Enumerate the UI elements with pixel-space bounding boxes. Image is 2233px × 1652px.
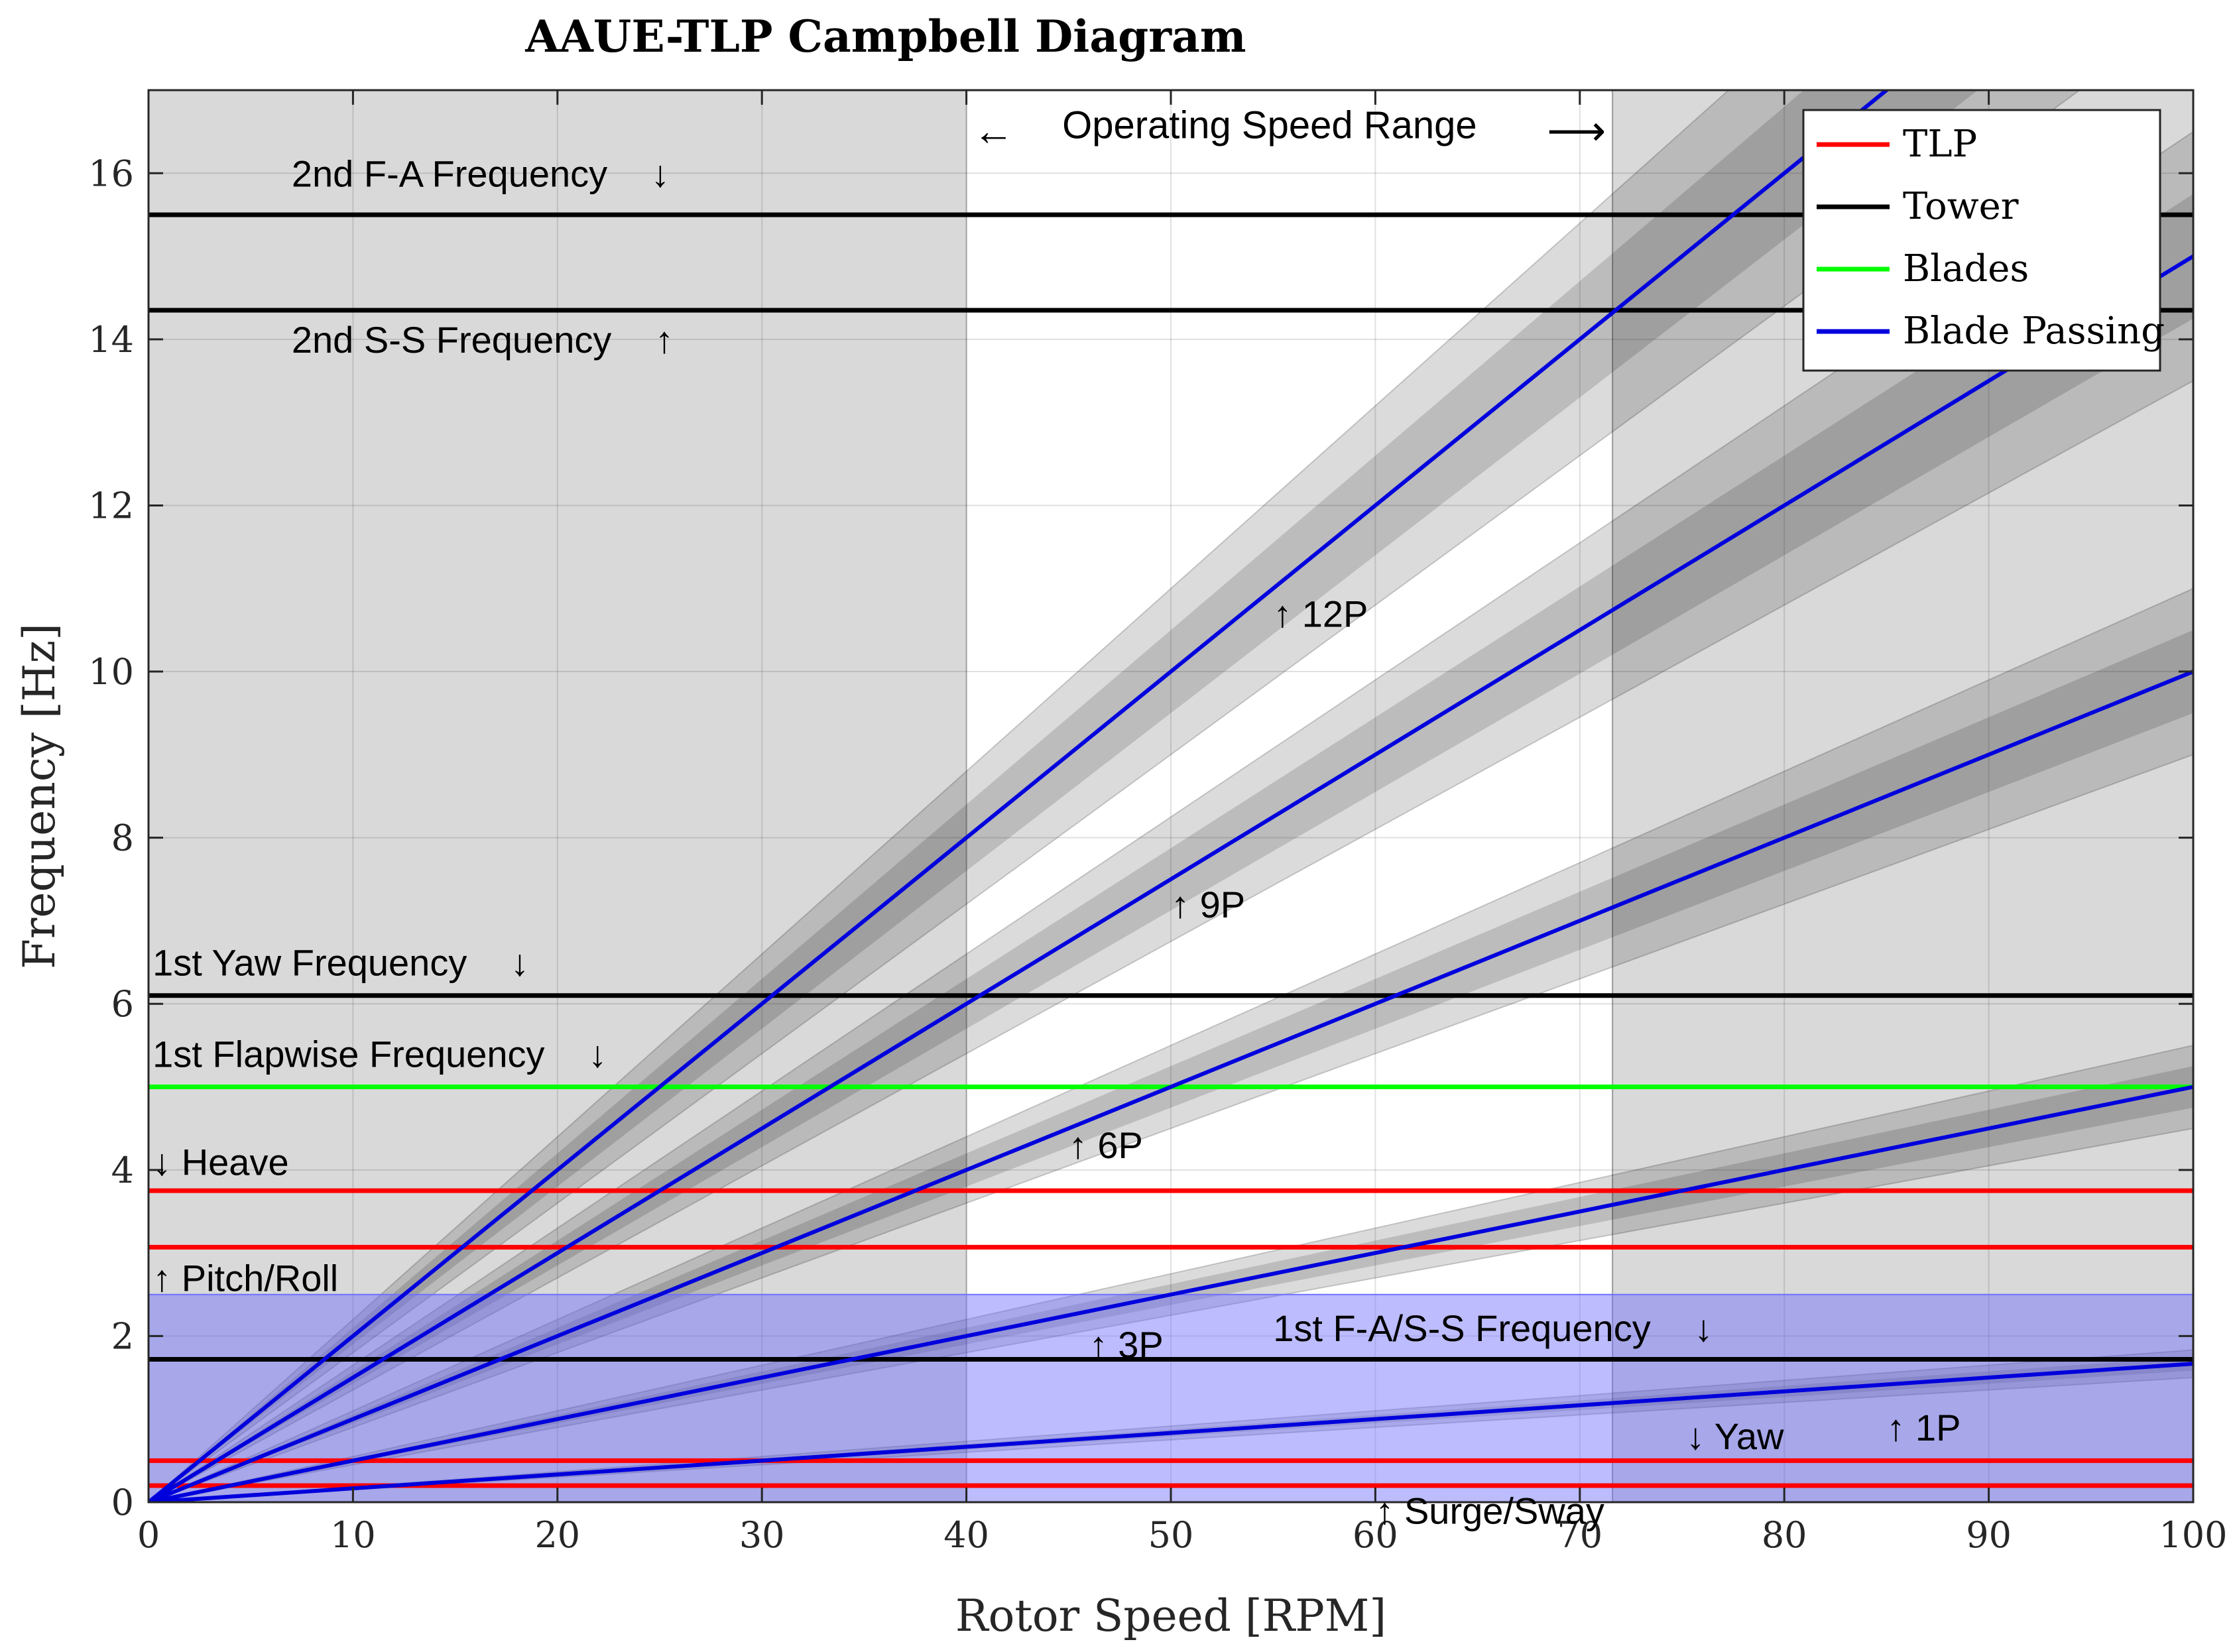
ticks: 0 10 20 30 40 50 60 70 80 90 100 0 2 4 6 8 10 12 14 16 (88, 90, 2228, 1556)
tolerance-band-inner-12P (149, 90, 1978, 1502)
legend-label: TLP (1903, 123, 1977, 166)
x-tick-label: 40 (943, 1514, 989, 1556)
tolerance-band-outer-9P (149, 131, 2193, 1502)
series-arrow: ↑ (1069, 1124, 1098, 1166)
hline-label-pitch-roll: ↑ Pitch/Roll (152, 1258, 338, 1299)
hline-arrow-spacer (640, 152, 651, 194)
hline-label-text: Yaw (1715, 1415, 1784, 1457)
series-label-text: 1P (1915, 1407, 1961, 1448)
legend-label: Blade Passing (1903, 310, 2165, 353)
y-tick-label: 6 (111, 983, 134, 1025)
hline-arrow-spacer (578, 1033, 589, 1075)
hline-label-2nd-s-s-frequency: 2nd S-S Frequency ↑ (292, 319, 674, 361)
x-tick-label: 70 (1557, 1514, 1602, 1556)
x-axis-label: Rotor Speed [RPM] (955, 1590, 1386, 1641)
hline-arrow: ↑ (655, 319, 674, 361)
tolerance-band-outer-12P (149, 90, 2081, 1502)
hline-label-text: 2nd S-S Frequency (292, 319, 611, 361)
series-line-3P (149, 1085, 2193, 1502)
hline-label-text: 2nd F-A Frequency (292, 152, 607, 194)
hline-arrow: ↑ (1375, 1490, 1404, 1532)
hline-arrow-spacer (1684, 1307, 1695, 1349)
series-label-1P: ↑ 1P (1886, 1407, 1961, 1448)
tolerance-band-outer-6P (149, 587, 2193, 1502)
series-line-9P (149, 255, 2193, 1502)
hline-label-text: 1st Flapwise Frequency (152, 1033, 544, 1075)
hline-label-1st-flapwise-frequency: 1st Flapwise Frequency ↓ (152, 1033, 607, 1075)
hline-arrow: ↓ (1686, 1415, 1715, 1457)
x-tick-label: 60 (1353, 1514, 1398, 1556)
series-line-1P (149, 1362, 2193, 1502)
x-tick-label: 80 (1762, 1514, 1807, 1556)
hline-label-text: 1st Yaw Frequency (152, 942, 467, 984)
hline-arrow: ↓ (511, 942, 529, 984)
shade-below-operating-range (149, 90, 967, 1502)
series-label-text: 9P (1200, 884, 1246, 925)
hline-arrow: ↓ (651, 152, 670, 194)
hline-arrow: ↓ (152, 1141, 182, 1183)
hline-arrow: ↓ (588, 1033, 607, 1075)
hline-arrow-spacer (500, 942, 511, 984)
series-label-12P: ↑ 12P (1273, 593, 1368, 634)
y-tick-label: 10 (88, 651, 134, 693)
annotations: ← Operating Speed Range ⟶ 2nd F-A Frequency… (152, 104, 1961, 1532)
y-tick-label: 12 (88, 485, 134, 526)
legend-label: Blades (1903, 247, 2029, 290)
legend-box (1802, 109, 2161, 372)
hline-label-yaw: ↓ Yaw (1686, 1415, 1784, 1457)
operating-range-arrow-left: ← (973, 109, 1014, 154)
series-label-text: 12P (1302, 593, 1368, 634)
series-line-6P (149, 670, 2193, 1502)
hline-label-heave: ↓ Heave (152, 1141, 288, 1183)
x-tick-label: 20 (534, 1514, 580, 1556)
series-label-6P: ↑ 6P (1069, 1124, 1143, 1166)
series-arrow: ↑ (1886, 1407, 1915, 1448)
hline-label-text: Heave (182, 1141, 289, 1183)
x-tick-label: 100 (2159, 1514, 2227, 1556)
hline-label-1st-f-a-s-s-frequency: 1st F-A/S-S Frequency ↓ (1273, 1307, 1713, 1349)
hline-label-text: Surge/Sway (1404, 1490, 1604, 1532)
y-axis-label: Frequency [Hz] (14, 623, 65, 969)
tolerance-band-inner-9P (149, 194, 2193, 1502)
hline-label-2nd-f-a-frequency: 2nd F-A Frequency ↓ (292, 152, 670, 194)
y-tick-label: 16 (88, 152, 134, 194)
tolerance-band-inner-3P (149, 1066, 2193, 1502)
series-label-9P: ↑ 9P (1171, 884, 1245, 925)
x-tick-label: 30 (739, 1514, 785, 1556)
hline-arrow: ↑ (152, 1258, 182, 1299)
x-tick-label: 50 (1148, 1514, 1194, 1556)
y-tick-label: 4 (111, 1150, 134, 1191)
y-tick-label: 2 (111, 1315, 134, 1357)
series-label-text: 6P (1097, 1124, 1143, 1166)
chart-title: AAUE-TLP Campbell Diagram (524, 11, 1246, 62)
y-tick-label: 8 (111, 817, 134, 859)
tolerance-band-outer-3P (149, 1044, 2193, 1502)
hline-label-surge-sway: ↑ Surge/Sway (1375, 1490, 1604, 1532)
blade-passing-tolerance-bands (149, 90, 2193, 1502)
hline-label-text: Pitch/Roll (182, 1258, 339, 1299)
series-label-text: 3P (1118, 1324, 1164, 1366)
blue-frequency-band (149, 1293, 2193, 1502)
x-tick-label: 10 (330, 1514, 376, 1556)
x-tick-label: 0 (137, 1514, 160, 1556)
hline-arrow: ↓ (1694, 1307, 1713, 1349)
operating-range-label: Operating Speed Range (1062, 104, 1477, 147)
y-tick-label: 14 (88, 319, 134, 361)
blue-frequency-band-rect (149, 1293, 2193, 1502)
series-arrow: ↑ (1273, 593, 1302, 634)
hline-arrow-spacer (644, 319, 655, 361)
series-arrow: ↑ (1089, 1324, 1118, 1366)
legend: TLP Tower Blades Blade Passing (1802, 109, 2165, 372)
hline-label-text: 1st F-A/S-S Frequency (1273, 1307, 1651, 1349)
y-tick-label: 0 (111, 1482, 134, 1523)
legend-label: Tower (1903, 185, 2019, 228)
operating-range-arrow-right: ⟶ (1547, 109, 1606, 154)
hline-label-1st-yaw-frequency: 1st Yaw Frequency ↓ (152, 942, 529, 984)
series-arrow: ↑ (1171, 884, 1200, 925)
tolerance-band-inner-6P (149, 630, 2193, 1502)
x-tick-label: 90 (1966, 1514, 2012, 1556)
series-label-3P: ↑ 3P (1089, 1324, 1164, 1366)
grid-lines (149, 90, 2193, 1502)
